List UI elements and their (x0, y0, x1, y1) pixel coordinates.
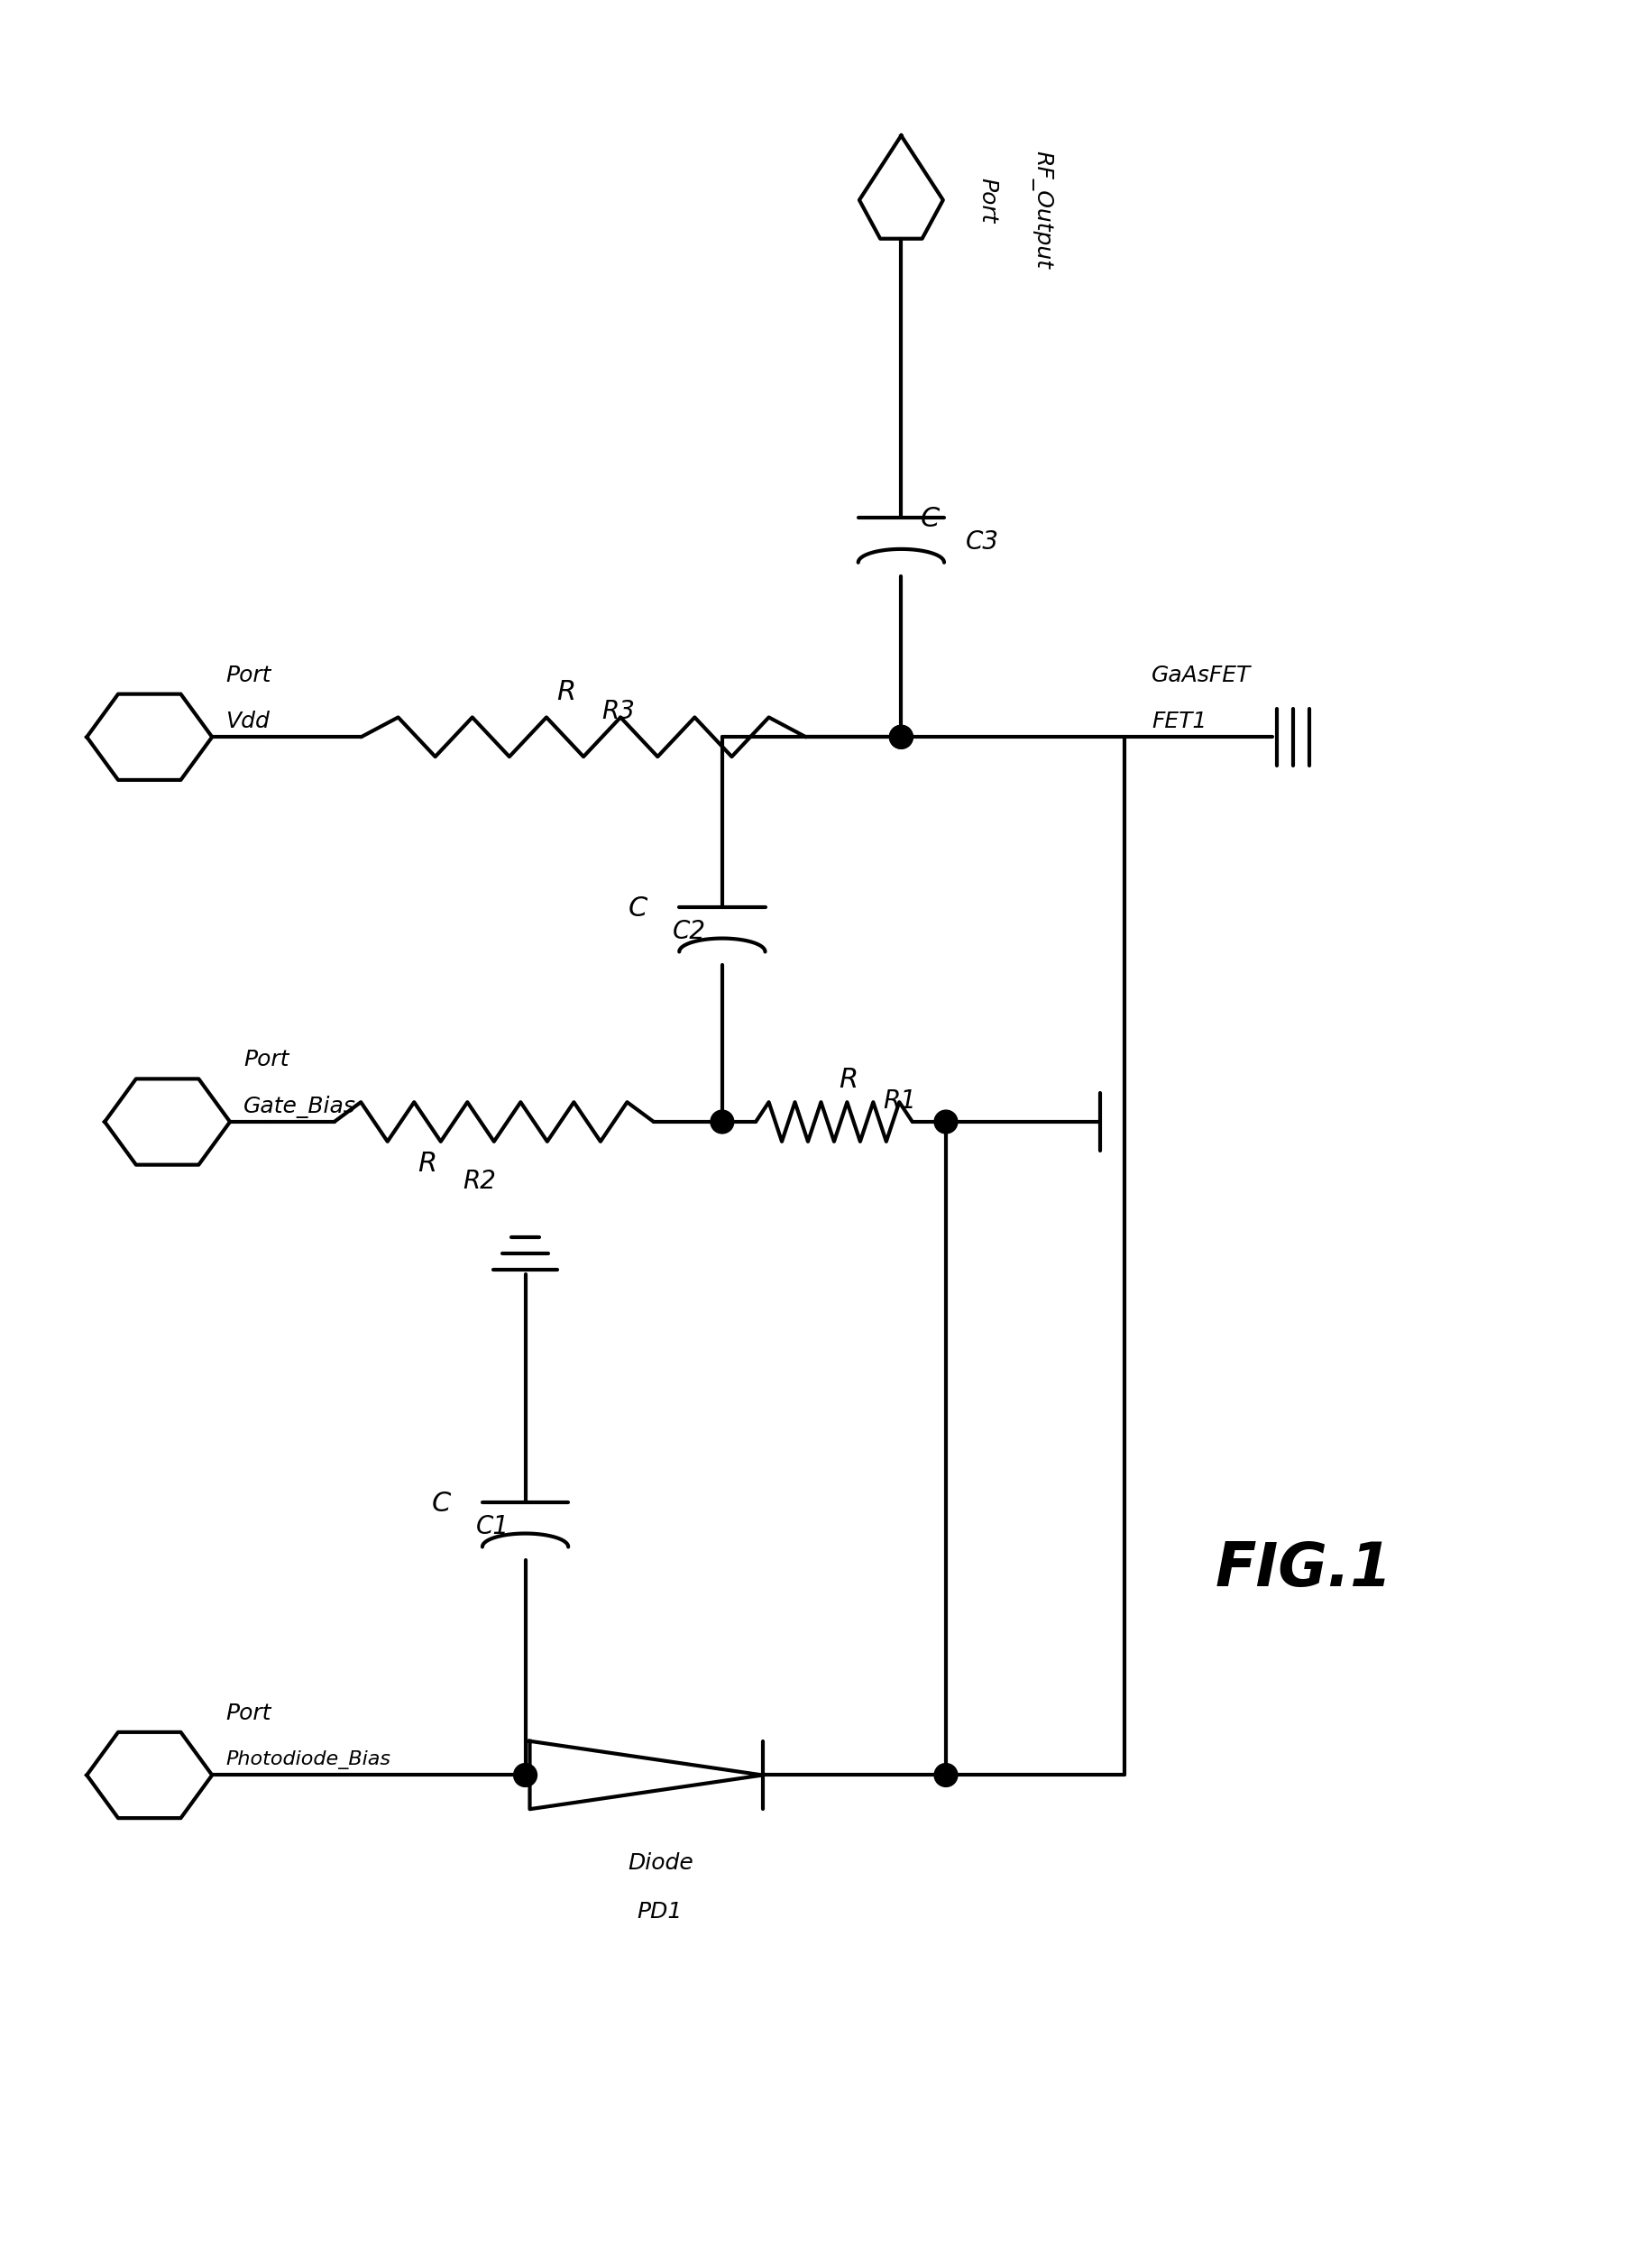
Text: Port: Port (243, 1050, 289, 1071)
Circle shape (889, 726, 912, 749)
Text: GaAsFET: GaAsFET (1151, 663, 1251, 686)
Circle shape (933, 1111, 957, 1133)
Text: FET1: FET1 (1151, 711, 1206, 733)
Circle shape (710, 1111, 733, 1133)
Text: R1: R1 (882, 1089, 915, 1113)
Text: R: R (838, 1066, 857, 1093)
Text: C1: C1 (476, 1514, 509, 1538)
Text: R: R (418, 1149, 436, 1176)
Text: RF_Output: RF_Output (1031, 151, 1052, 270)
Text: FIG.1: FIG.1 (1214, 1541, 1391, 1599)
Text: Port: Port (976, 178, 998, 223)
Text: C: C (628, 895, 648, 922)
Text: Vdd: Vdd (225, 711, 269, 733)
Text: R3: R3 (601, 699, 634, 724)
Text: C3: C3 (965, 529, 998, 556)
Text: R: R (557, 679, 575, 704)
Text: C: C (431, 1491, 451, 1516)
Circle shape (514, 1763, 537, 1786)
Text: C: C (920, 506, 940, 533)
Text: Photodiode_Bias: Photodiode_Bias (225, 1750, 390, 1770)
Text: R2: R2 (463, 1169, 496, 1194)
Text: Port: Port (225, 1702, 271, 1725)
Text: C2: C2 (672, 918, 705, 945)
Text: Diode: Diode (628, 1851, 694, 1873)
Text: Port: Port (225, 663, 271, 686)
Text: PD1: PD1 (636, 1900, 682, 1923)
Circle shape (933, 1763, 957, 1786)
Circle shape (889, 726, 912, 749)
Text: Gate_Bias: Gate_Bias (243, 1095, 355, 1118)
